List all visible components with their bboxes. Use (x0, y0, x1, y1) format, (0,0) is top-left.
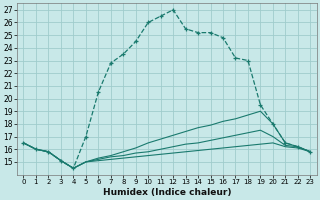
X-axis label: Humidex (Indice chaleur): Humidex (Indice chaleur) (103, 188, 231, 197)
